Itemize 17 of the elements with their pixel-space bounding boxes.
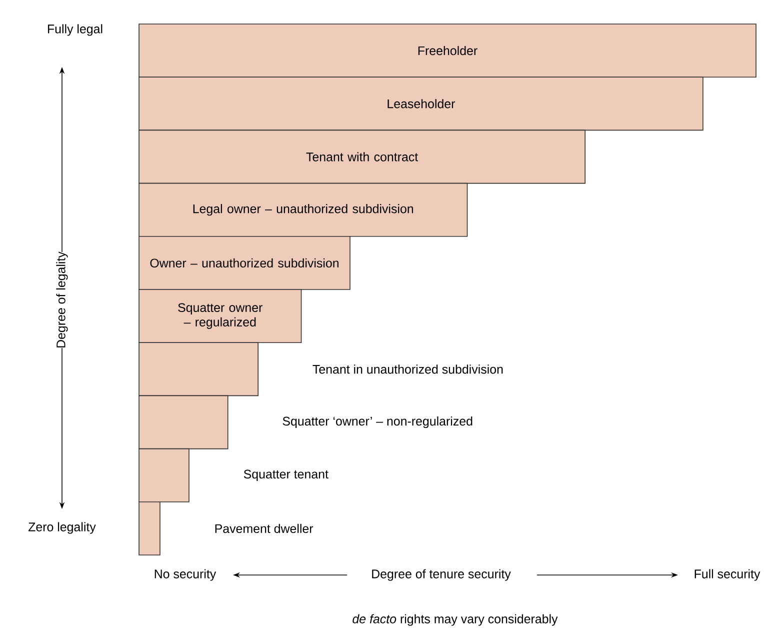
text: Full security [694,569,760,581]
text: Fully legal [48,24,102,36]
y-tick-label: Squatter owner – regularized [178,303,262,329]
x-axis-title: Degree of tenure security [372,569,511,581]
y-tick-label: Squatter tenant [244,470,328,481]
y-tick-label: Legal owner – unauthorized subdivision [193,204,414,216]
y-tick-label: Pavement dweller [215,524,314,534]
y-tick-label: Freeholder [418,46,478,56]
y-tick-label: Owner – unauthorized subdivision [150,258,338,268]
text: Degree of legality [56,252,68,348]
text: No security [154,569,216,581]
y-tick-label: Leaseholder [388,99,456,108]
y-tick-label: Tenant with contract [306,152,418,162]
y-tick-label: Tenant in unauthorized subdivision [312,364,503,374]
text: Zero legality [28,522,96,534]
y-tick-label: Squatter ‘owner’ – non-regularized [282,416,472,428]
text: de facto rights may vary considerably [352,614,558,626]
